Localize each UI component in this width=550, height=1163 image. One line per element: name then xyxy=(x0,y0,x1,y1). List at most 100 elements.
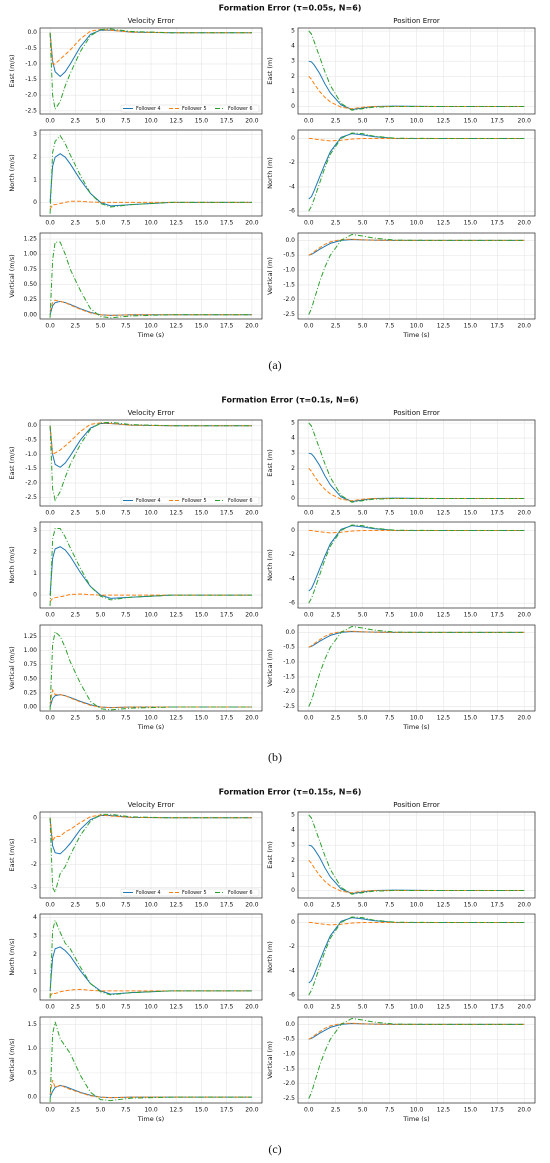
y-axis-label: North (m) xyxy=(266,157,274,189)
x-tick-label: 15.0 xyxy=(195,220,209,227)
x-tick-label: 7.5 xyxy=(121,323,131,330)
y-tick-label: -1.5 xyxy=(25,465,37,472)
x-tick-label: 7.5 xyxy=(385,118,395,125)
axes-frame xyxy=(297,1016,536,1104)
y-tick-label: 2 xyxy=(291,465,295,472)
x-tick-label: 17.5 xyxy=(491,220,505,227)
x-tick-label: 2.5 xyxy=(71,612,81,619)
x-tick-label: 7.5 xyxy=(121,715,131,722)
axes-frame xyxy=(39,913,263,1001)
series-line xyxy=(49,241,252,319)
y-axis-label: Vertical (m/s) xyxy=(8,1038,16,1081)
subplot: 0.0 2.5 5.0 7.5 10.0 12.5 15.0 17.5 20.0 0 -1 -2 -3 V… xyxy=(8,801,263,909)
subplot: 0.0 2.5 5.0 7.5 10.0 12.5 15.0 17.5 20.0 0.00 0.25… xyxy=(8,232,263,339)
y-tick-label: -1.0 xyxy=(25,60,37,67)
y-tick-label: 0 xyxy=(291,103,295,110)
x-tick-label: 2.5 xyxy=(71,715,81,722)
x-tick-label: 15.0 xyxy=(195,612,209,619)
x-tick-label: 10.0 xyxy=(410,510,424,517)
y-tick-label: 1.00 xyxy=(24,251,38,258)
y-axis-label: East (m/s) xyxy=(8,54,16,87)
y-tick-label: 2 xyxy=(291,73,295,80)
y-tick-label: -0.5 xyxy=(283,252,295,259)
x-tick-label: 12.5 xyxy=(170,323,184,330)
x-tick-label: 10.0 xyxy=(144,323,158,330)
subplot-title: Position Error xyxy=(393,17,440,25)
y-tick-label: -1.0 xyxy=(283,267,295,274)
y-tick-label: 1 xyxy=(33,969,37,976)
subplot: 0.0 2.5 5.0 7.5 10.0 12.5 15.0 17.5 20.0 0.00 0.25… xyxy=(8,624,263,731)
x-tick-label: 0.0 xyxy=(304,118,314,125)
subplot: 0.0 2.5 5.0 7.5 10.0 12.5 15.0 17.5 20.0 0 1 2 3 4 5 Po… xyxy=(266,409,536,517)
x-tick-label: 5.0 xyxy=(358,1004,368,1011)
axes-frame xyxy=(297,811,536,899)
x-tick-label: 20.0 xyxy=(245,118,259,125)
y-tick-label: -1.0 xyxy=(25,451,37,458)
axes-frame xyxy=(39,811,263,899)
x-tick-label: 7.5 xyxy=(121,220,131,227)
x-tick-label: 20.0 xyxy=(245,1107,259,1114)
x-tick-label: 10.0 xyxy=(144,220,158,227)
x-tick-label: 20.0 xyxy=(518,323,532,330)
subplot: 0.0 2.5 5.0 7.5 10.0 12.5 15.0 17.5 20.0 0 1 2 3 4 5 Po… xyxy=(266,17,536,125)
x-tick-label: 15.0 xyxy=(195,1107,209,1114)
y-tick-label: 3 xyxy=(291,450,295,457)
x-tick-label: 5.0 xyxy=(96,1004,106,1011)
legend-box xyxy=(120,888,260,897)
x-tick-label: 15.0 xyxy=(195,1004,209,1011)
y-tick-label: 1 xyxy=(291,88,295,95)
y-tick-label: 4 xyxy=(33,914,37,921)
series-line xyxy=(308,30,525,111)
x-axis-label: Time (s) xyxy=(402,1115,429,1123)
y-tick-label: 0.0 xyxy=(27,422,37,429)
y-axis-label: Vertical (m/s) xyxy=(8,646,16,689)
y-tick-label: 0 xyxy=(33,592,37,599)
x-axis-label: Time (s) xyxy=(402,723,429,731)
x-tick-label: 0.0 xyxy=(45,612,55,619)
y-tick-label: -2.5 xyxy=(283,703,295,710)
y-tick-label: -1.5 xyxy=(283,1065,295,1072)
figure-title: Formation Error (τ=0.15s, N=6) xyxy=(219,788,362,797)
series-line xyxy=(308,75,525,110)
x-tick-label: 5.0 xyxy=(358,323,368,330)
x-tick-label: 20.0 xyxy=(518,118,532,125)
series-line xyxy=(308,467,525,502)
axes-frame xyxy=(297,521,536,609)
y-tick-label: -0.5 xyxy=(283,644,295,651)
x-axis-label: Time (s) xyxy=(402,331,429,339)
series-line xyxy=(49,422,252,456)
y-tick-label: -0.5 xyxy=(25,45,37,52)
y-axis-label: North (m) xyxy=(266,941,274,973)
y-tick-label: -2 xyxy=(289,551,295,558)
legend-label: Follower 6 xyxy=(228,106,253,112)
x-tick-label: 15.0 xyxy=(464,323,478,330)
series-line xyxy=(308,814,525,895)
subplot: 0.0 2.5 5.0 7.5 10.0 12.5 15.0 17.5 20.0 0.0 -0.5 -… xyxy=(266,624,536,731)
x-tick-label: 12.5 xyxy=(170,510,184,517)
y-axis-label: North (m) xyxy=(266,549,274,581)
x-tick-label: 15.0 xyxy=(195,902,209,909)
x-tick-label: 12.5 xyxy=(437,1004,451,1011)
x-tick-label: 0.0 xyxy=(45,1107,55,1114)
x-tick-label: 17.5 xyxy=(491,510,505,517)
x-tick-label: 12.5 xyxy=(437,1107,451,1114)
x-tick-label: 5.0 xyxy=(96,902,106,909)
x-tick-label: 10.0 xyxy=(410,323,424,330)
x-tick-label: 17.5 xyxy=(491,118,505,125)
y-axis-label: North (m/s) xyxy=(8,546,16,583)
y-tick-label: 0 xyxy=(291,887,295,894)
x-tick-label: 20.0 xyxy=(518,612,532,619)
x-tick-label: 12.5 xyxy=(437,118,451,125)
y-tick-label: -1.5 xyxy=(283,281,295,288)
series-line xyxy=(308,1017,525,1099)
y-tick-label: -2.5 xyxy=(283,1095,295,1102)
axes-frame xyxy=(39,624,263,712)
series-line xyxy=(308,859,525,894)
subplot: 0.0 2.5 5.0 7.5 10.0 12.5 15.0 17.5 20.0 0 1 2 3 Nort… xyxy=(8,521,263,619)
y-tick-label: -6 xyxy=(289,208,295,215)
y-axis-label: East (m/s) xyxy=(8,446,16,479)
x-tick-label: 0.0 xyxy=(304,510,314,517)
figure-caption: (b) xyxy=(268,750,282,764)
figure-title: Formation Error (τ=0.05s, N=6) xyxy=(219,4,362,13)
y-tick-label: -2.0 xyxy=(25,92,37,99)
